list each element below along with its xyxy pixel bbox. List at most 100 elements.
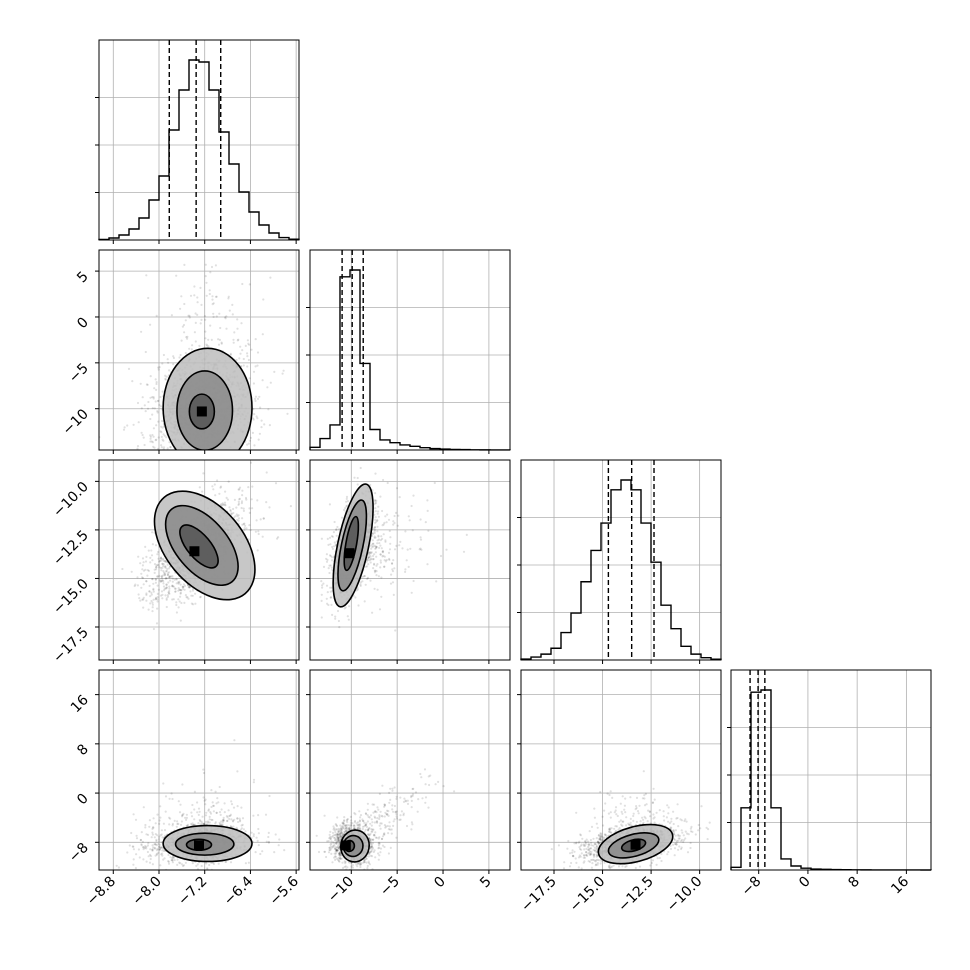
sample-point <box>152 587 155 591</box>
sample-point <box>156 592 159 596</box>
sample-point <box>169 455 171 457</box>
sample-point <box>145 580 148 583</box>
sample-point <box>210 805 213 809</box>
sample-point <box>171 585 174 588</box>
sample-point <box>158 574 161 578</box>
sample-point <box>212 312 215 315</box>
sample-point <box>334 543 337 546</box>
sample-point <box>241 517 244 520</box>
sample-point <box>158 848 161 851</box>
sample-point <box>330 603 333 607</box>
grid-layer <box>99 40 931 870</box>
sample-point <box>178 580 181 583</box>
sample-point <box>259 406 262 409</box>
sample-point <box>327 603 330 607</box>
sample-point <box>165 583 168 586</box>
sample-point <box>183 601 186 605</box>
sample-point <box>151 863 154 866</box>
sample-point <box>183 302 186 306</box>
sample-point <box>193 285 196 288</box>
sample-point <box>171 824 174 827</box>
sample-point <box>210 861 213 865</box>
sample-point <box>190 453 192 455</box>
contour-level-0 <box>188 393 216 430</box>
sample-point <box>155 566 158 569</box>
sample-point <box>433 481 436 485</box>
sample-point <box>139 599 142 602</box>
sample-point <box>237 500 240 503</box>
sample-point <box>325 560 329 563</box>
sample-point <box>183 331 186 334</box>
sample-point <box>407 565 410 569</box>
sample-point <box>156 575 159 578</box>
sample-point <box>148 584 151 588</box>
sample-point <box>147 842 150 845</box>
sample-point <box>136 584 139 587</box>
sample-point <box>175 603 178 607</box>
sample-point <box>235 506 238 509</box>
sample-point <box>377 505 380 508</box>
sample-point <box>190 594 193 597</box>
sample-point <box>325 584 329 587</box>
sample-point <box>195 864 198 868</box>
sample-point <box>227 480 230 483</box>
sample-point <box>169 579 172 582</box>
sample-point <box>181 325 184 328</box>
sample-point <box>140 572 143 575</box>
sample-point <box>159 556 163 559</box>
sample-point <box>151 610 154 613</box>
sample-point <box>375 499 378 502</box>
sample-point <box>240 827 243 830</box>
sample-point <box>222 818 225 822</box>
sample-point <box>391 568 394 571</box>
sample-point <box>200 318 203 321</box>
sample-point <box>160 446 163 449</box>
sample-point <box>211 298 214 301</box>
sample-point <box>151 603 154 606</box>
sample-point <box>241 461 243 463</box>
sample-point <box>186 337 189 340</box>
sample-point <box>206 453 208 455</box>
sample-point <box>143 404 146 407</box>
sample-point <box>141 576 144 579</box>
sample-point <box>182 323 186 327</box>
sample-point <box>188 585 191 589</box>
sample-point <box>209 219 211 221</box>
sample-point <box>182 812 185 815</box>
sample-point <box>160 580 163 583</box>
sample-point <box>151 577 154 581</box>
sample-point <box>385 521 388 524</box>
histogram-3 <box>730 689 932 871</box>
sample-point <box>149 435 152 438</box>
sample-point <box>185 818 188 822</box>
sample-point <box>202 822 205 826</box>
sample-point <box>370 557 373 560</box>
sample-point <box>404 570 407 574</box>
sample-point <box>241 349 244 352</box>
sample-point <box>404 530 407 533</box>
sample-point <box>398 544 401 547</box>
sample-point <box>156 563 159 567</box>
sample-point <box>149 375 152 378</box>
sample-point <box>249 436 252 439</box>
sample-point <box>191 594 194 597</box>
sample-point <box>410 591 413 594</box>
histogram-0 <box>98 59 300 241</box>
sample-point <box>165 577 168 580</box>
sample-point <box>208 815 211 819</box>
sample-point <box>155 622 159 625</box>
sample-point <box>325 553 328 556</box>
sample-point <box>235 513 238 516</box>
sample-point <box>374 507 377 510</box>
sample-point <box>142 848 145 851</box>
sample-point <box>176 863 179 867</box>
sample-point <box>249 528 252 532</box>
sample-point <box>164 565 167 568</box>
sample-point <box>369 579 372 582</box>
sample-point <box>243 529 246 532</box>
sample-point <box>147 569 150 573</box>
sample-point <box>151 433 154 437</box>
sample-point <box>172 355 175 358</box>
sample-point <box>165 375 168 378</box>
sample-point <box>224 452 226 454</box>
